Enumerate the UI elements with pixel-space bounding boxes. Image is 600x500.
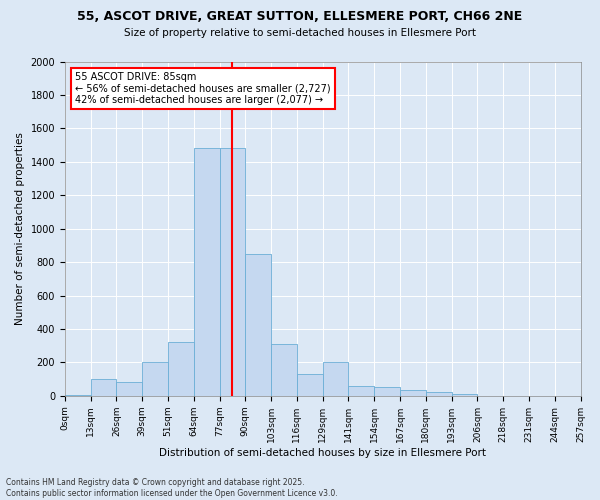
Text: 55, ASCOT DRIVE, GREAT SUTTON, ELLESMERE PORT, CH66 2NE: 55, ASCOT DRIVE, GREAT SUTTON, ELLESMERE… bbox=[77, 10, 523, 23]
Bar bbox=[91, 379, 116, 396]
Bar bbox=[323, 362, 349, 396]
Bar bbox=[374, 388, 400, 396]
Bar bbox=[400, 390, 426, 396]
Text: Size of property relative to semi-detached houses in Ellesmere Port: Size of property relative to semi-detach… bbox=[124, 28, 476, 38]
Bar bbox=[116, 382, 142, 396]
Y-axis label: Number of semi-detached properties: Number of semi-detached properties bbox=[15, 132, 25, 325]
Bar bbox=[271, 344, 297, 396]
Bar bbox=[426, 392, 452, 396]
Text: Contains HM Land Registry data © Crown copyright and database right 2025.
Contai: Contains HM Land Registry data © Crown c… bbox=[6, 478, 338, 498]
Bar bbox=[220, 148, 245, 396]
Bar bbox=[142, 362, 168, 396]
Text: 55 ASCOT DRIVE: 85sqm
← 56% of semi-detached houses are smaller (2,727)
42% of s: 55 ASCOT DRIVE: 85sqm ← 56% of semi-deta… bbox=[75, 72, 331, 104]
X-axis label: Distribution of semi-detached houses by size in Ellesmere Port: Distribution of semi-detached houses by … bbox=[159, 448, 486, 458]
Bar bbox=[65, 395, 91, 396]
Bar bbox=[168, 342, 194, 396]
Bar bbox=[297, 374, 323, 396]
Bar bbox=[194, 148, 220, 396]
Bar bbox=[245, 254, 271, 396]
Bar bbox=[452, 394, 478, 396]
Bar bbox=[349, 386, 374, 396]
